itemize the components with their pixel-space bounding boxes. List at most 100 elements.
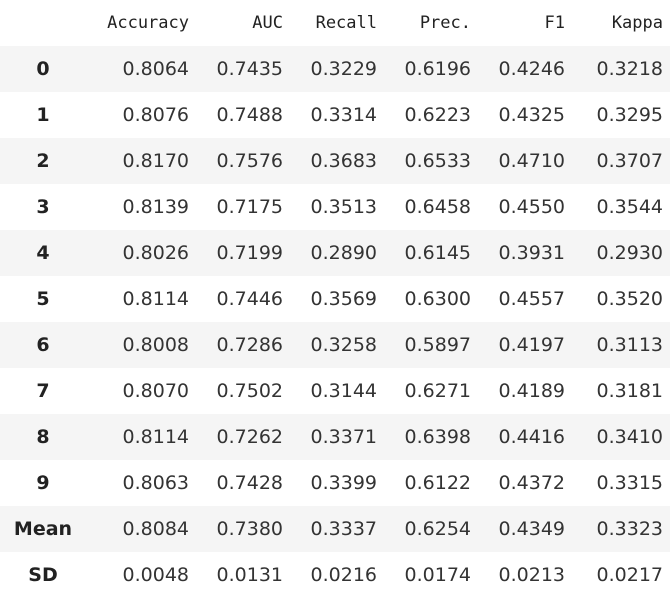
table-body: 0 0.8064 0.7435 0.3229 0.6196 0.4246 0.3218 1 0.… bbox=[0, 46, 670, 598]
metric-cell: 0.6145 bbox=[404, 242, 471, 264]
metric-cell: 0.7286 bbox=[216, 334, 283, 356]
metric-cell: 0.0217 bbox=[596, 564, 663, 586]
metric-cell: 0.7380 bbox=[216, 518, 283, 540]
column-header: Prec. bbox=[419, 13, 471, 33]
row-index: 6 bbox=[36, 334, 50, 356]
metric-cell: 0.3314 bbox=[310, 104, 377, 126]
metric-cell: 0.6271 bbox=[404, 380, 471, 402]
row-index: 3 bbox=[36, 196, 50, 218]
metric-cell: 0.3229 bbox=[310, 58, 377, 80]
metric-cell: 0.6223 bbox=[404, 104, 471, 126]
table-row: 0 0.8064 0.7435 0.3229 0.6196 0.4246 0.3218 bbox=[0, 46, 670, 92]
table-header: Accuracy AUC Recall Prec. F1 Kappa bbox=[0, 0, 670, 46]
metric-cell: 0.4189 bbox=[498, 380, 565, 402]
row-index: 9 bbox=[36, 472, 50, 494]
metric-cell: 0.0048 bbox=[122, 564, 189, 586]
metric-cell: 0.4710 bbox=[498, 150, 565, 172]
row-index: 1 bbox=[36, 104, 50, 126]
metric-cell: 0.4325 bbox=[498, 104, 565, 126]
metric-cell: 0.8063 bbox=[122, 472, 189, 494]
metric-cell: 0.6122 bbox=[404, 472, 471, 494]
table-row: 4 0.8026 0.7199 0.2890 0.6145 0.3931 0.2930 bbox=[0, 230, 670, 276]
row-index: 8 bbox=[36, 426, 50, 448]
metric-cell: 0.6196 bbox=[404, 58, 471, 80]
metric-cell: 0.3399 bbox=[310, 472, 377, 494]
metric-cell: 0.8114 bbox=[122, 426, 189, 448]
table-row: 1 0.8076 0.7488 0.3314 0.6223 0.4325 0.3295 bbox=[0, 92, 670, 138]
metric-cell: 0.3569 bbox=[310, 288, 377, 310]
metric-cell: 0.7262 bbox=[216, 426, 283, 448]
row-index: 4 bbox=[36, 242, 50, 264]
metric-cell: 0.8026 bbox=[122, 242, 189, 264]
metric-cell: 0.3323 bbox=[596, 518, 663, 540]
metric-cell: 0.3181 bbox=[596, 380, 663, 402]
metric-cell: 0.8170 bbox=[122, 150, 189, 172]
table-row: 5 0.8114 0.7446 0.3569 0.6300 0.4557 0.3520 bbox=[0, 276, 670, 322]
metric-cell: 0.8070 bbox=[122, 380, 189, 402]
row-index: 7 bbox=[36, 380, 50, 402]
metric-cell: 0.4197 bbox=[498, 334, 565, 356]
metric-cell: 0.8084 bbox=[122, 518, 189, 540]
metric-cell: 0.3218 bbox=[596, 58, 663, 80]
metric-cell: 0.2890 bbox=[310, 242, 377, 264]
metric-cell: 0.3258 bbox=[310, 334, 377, 356]
metric-cell: 0.0213 bbox=[498, 564, 565, 586]
metric-cell: 0.7488 bbox=[216, 104, 283, 126]
metric-cell: 0.3144 bbox=[310, 380, 377, 402]
metric-cell: 0.6533 bbox=[404, 150, 471, 172]
metric-cell: 0.6458 bbox=[404, 196, 471, 218]
metric-cell: 0.4550 bbox=[498, 196, 565, 218]
corner-cell bbox=[0, 0, 86, 46]
metric-cell: 0.3520 bbox=[596, 288, 663, 310]
row-index: 2 bbox=[36, 150, 50, 172]
row-index: 5 bbox=[36, 288, 50, 310]
column-header: F1 bbox=[544, 13, 565, 33]
metric-cell: 0.0174 bbox=[404, 564, 471, 586]
metric-cell: 0.3931 bbox=[498, 242, 565, 264]
metric-cell: 0.0131 bbox=[216, 564, 283, 586]
row-index: 0 bbox=[36, 58, 50, 80]
metric-cell: 0.4349 bbox=[498, 518, 565, 540]
metric-cell: 0.8076 bbox=[122, 104, 189, 126]
metric-cell: 0.3371 bbox=[310, 426, 377, 448]
metric-cell: 0.3707 bbox=[596, 150, 663, 172]
table-row: 9 0.8063 0.7428 0.3399 0.6122 0.4372 0.3315 bbox=[0, 460, 670, 506]
metric-cell: 0.8114 bbox=[122, 288, 189, 310]
metric-cell: 0.7502 bbox=[216, 380, 283, 402]
column-header: Accuracy bbox=[107, 13, 189, 33]
metric-cell: 0.4416 bbox=[498, 426, 565, 448]
metric-cell: 0.4372 bbox=[498, 472, 565, 494]
row-index: Mean bbox=[13, 518, 73, 540]
metric-cell: 0.5897 bbox=[404, 334, 471, 356]
metric-cell: 0.3410 bbox=[596, 426, 663, 448]
metric-cell: 0.7428 bbox=[216, 472, 283, 494]
table-row: SD 0.0048 0.0131 0.0216 0.0174 0.0213 0.0217 bbox=[0, 552, 670, 598]
metric-cell: 0.6300 bbox=[404, 288, 471, 310]
metric-cell: 0.7576 bbox=[216, 150, 283, 172]
metric-cell: 0.4557 bbox=[498, 288, 565, 310]
metric-cell: 0.8008 bbox=[122, 334, 189, 356]
metric-cell: 0.0216 bbox=[310, 564, 377, 586]
metric-cell: 0.3337 bbox=[310, 518, 377, 540]
metric-cell: 0.6254 bbox=[404, 518, 471, 540]
metric-cell: 0.7446 bbox=[216, 288, 283, 310]
metric-cell: 0.7435 bbox=[216, 58, 283, 80]
metric-cell: 0.4246 bbox=[498, 58, 565, 80]
column-header: Kappa bbox=[611, 13, 663, 33]
table-row: 8 0.8114 0.7262 0.3371 0.6398 0.4416 0.3410 bbox=[0, 414, 670, 460]
column-header: Recall bbox=[315, 13, 377, 33]
column-header: AUC bbox=[252, 13, 283, 33]
metric-cell: 0.3513 bbox=[310, 196, 377, 218]
metric-cell: 0.3113 bbox=[596, 334, 663, 356]
header-row: Accuracy AUC Recall Prec. F1 Kappa bbox=[0, 0, 670, 46]
metric-cell: 0.2930 bbox=[596, 242, 663, 264]
metric-cell: 0.3295 bbox=[596, 104, 663, 126]
table-row: 6 0.8008 0.7286 0.3258 0.5897 0.4197 0.3113 bbox=[0, 322, 670, 368]
metric-cell: 0.3315 bbox=[596, 472, 663, 494]
metric-cell: 0.8064 bbox=[122, 58, 189, 80]
metric-cell: 0.7199 bbox=[216, 242, 283, 264]
metric-cell: 0.7175 bbox=[216, 196, 283, 218]
metric-cell: 0.3544 bbox=[596, 196, 663, 218]
